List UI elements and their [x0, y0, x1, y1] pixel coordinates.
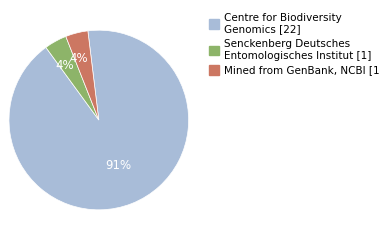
Text: 4%: 4%	[70, 52, 88, 65]
Legend: Centre for Biodiversity
Genomics [22], Senckenberg Deutsches
Entomologisches Ins: Centre for Biodiversity Genomics [22], S…	[207, 11, 380, 78]
Wedge shape	[66, 31, 99, 120]
Text: 91%: 91%	[105, 159, 131, 172]
Text: 4%: 4%	[55, 59, 74, 72]
Wedge shape	[9, 30, 188, 210]
Wedge shape	[46, 36, 99, 120]
